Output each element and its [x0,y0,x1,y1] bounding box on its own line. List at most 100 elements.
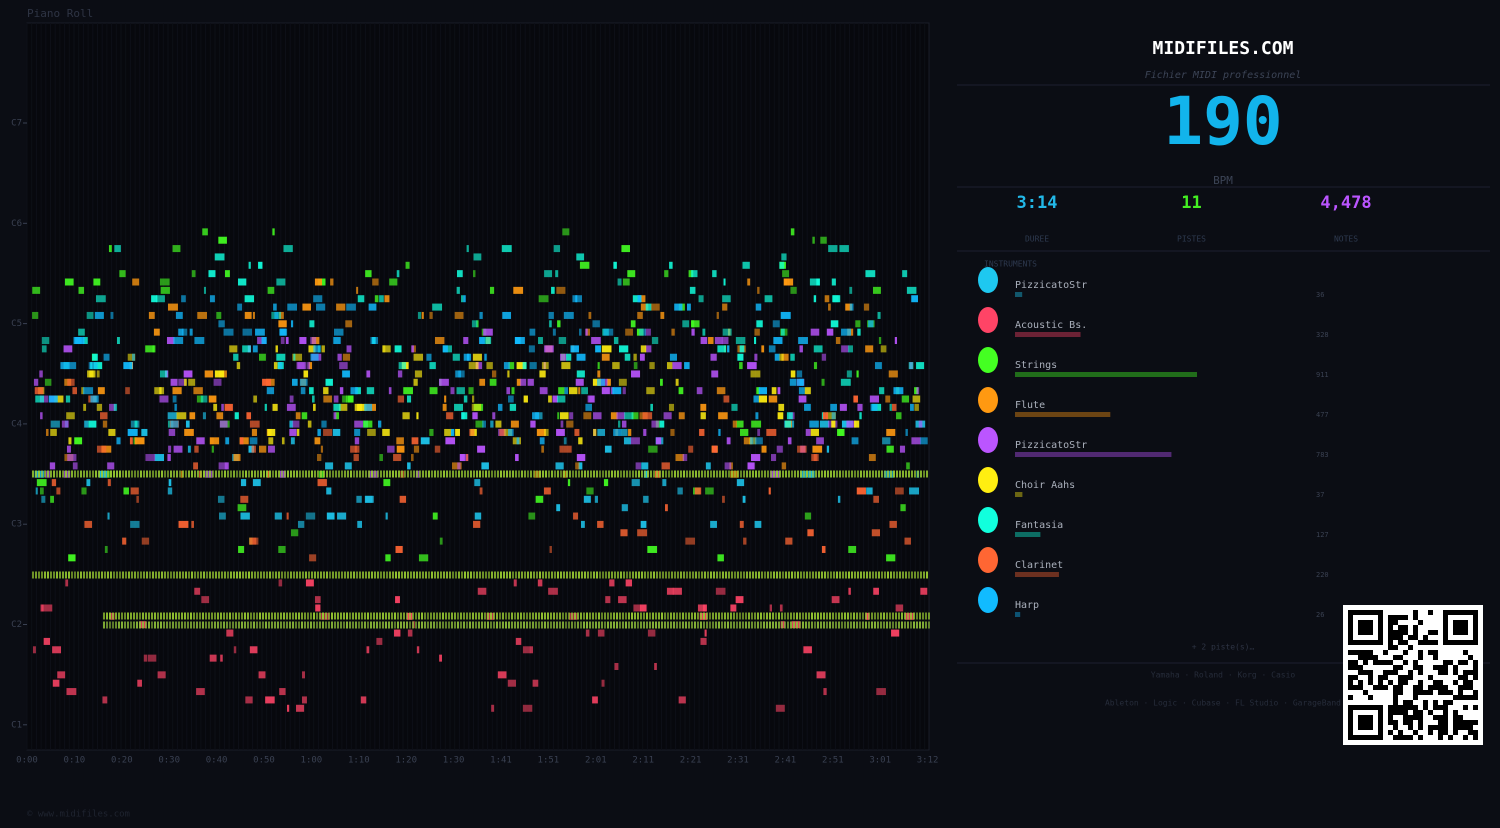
note [110,470,112,478]
note [491,571,493,579]
note [876,688,886,696]
note [556,612,558,620]
note [355,387,361,395]
note [839,571,841,579]
note [621,504,628,512]
note [515,571,517,579]
note [93,362,103,370]
note [587,470,589,478]
qr-module [1368,680,1373,685]
qr-module [1418,670,1423,675]
note [739,621,741,629]
qr-module [1463,695,1468,700]
note [176,571,178,579]
qr-module [1443,665,1448,670]
note [631,412,639,420]
qr-module [1458,685,1463,690]
qr-module [1468,720,1473,725]
note [925,621,927,629]
note [344,462,352,470]
qr-module [1408,670,1413,675]
note [756,320,763,328]
note [416,470,418,478]
note [187,445,191,453]
qr-module [1443,685,1448,690]
note [618,420,621,428]
note [799,621,801,629]
note [95,571,97,579]
note [101,445,112,453]
note [889,403,892,411]
note [406,612,408,620]
note [208,612,210,620]
note [305,571,307,579]
note [773,470,775,478]
note [41,495,46,503]
note [846,370,852,378]
note [278,545,286,553]
note [710,470,712,478]
note [223,612,225,620]
note [905,428,908,436]
note [548,395,552,403]
note [367,612,369,620]
note [603,479,609,487]
note [855,320,861,328]
qr-module [1393,620,1398,625]
note [798,387,805,395]
note [211,445,214,453]
note [718,428,721,436]
note [812,236,815,244]
qr-module [1443,690,1448,695]
note [314,437,321,445]
note [839,470,841,478]
note [386,571,388,579]
note [613,337,619,345]
note [691,621,693,629]
note [479,337,485,345]
note [566,571,568,579]
note [628,621,630,629]
note [727,345,730,353]
note [754,362,757,370]
note [790,621,792,629]
note [482,470,484,478]
note [568,621,570,629]
note [347,571,349,579]
note [178,621,180,629]
note [242,345,251,353]
note [398,362,407,370]
note [217,612,219,620]
time-label: 0:20 [111,756,133,766]
note [809,278,820,286]
note [680,470,682,478]
note [148,621,150,629]
note [488,571,490,579]
note [242,571,244,579]
note [873,587,879,595]
qr-module [1398,710,1403,715]
qr-module [1438,715,1443,720]
note [697,621,699,629]
note [102,696,108,704]
qr-module [1383,670,1388,675]
note [226,629,234,637]
note [781,621,783,629]
note [52,679,60,687]
note [470,470,472,478]
note [695,470,697,478]
note [179,470,181,478]
note [616,412,626,420]
note [661,462,670,470]
note [440,571,442,579]
note [778,612,780,620]
note [724,612,726,620]
note [368,470,378,478]
note [508,428,514,436]
note [203,286,207,294]
note [151,295,158,303]
note [541,362,549,370]
qr-module [1388,620,1393,625]
note [612,387,622,395]
